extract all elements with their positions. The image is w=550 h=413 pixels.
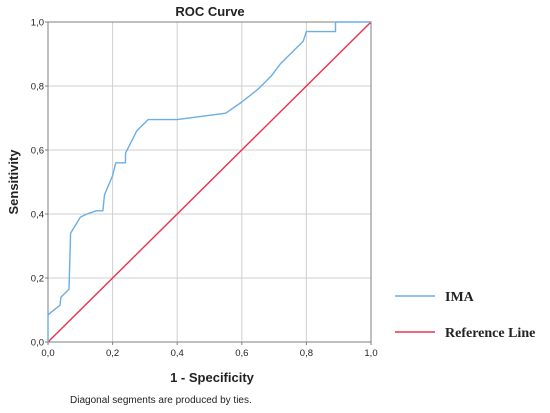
plot-frame — [47, 21, 372, 343]
y-tick-label: 0,8 — [31, 82, 44, 93]
chart-title: ROC Curve — [175, 4, 244, 19]
grid — [48, 22, 371, 342]
x-tick-label: 0,4 — [171, 348, 184, 359]
axis-ticks: 0,0 0,2 0,4 0,6 0,8 1,0 0,0 0,2 0,4 0,6 0,8 1,0 — [31, 18, 378, 360]
y-tick-label: 0,4 — [31, 210, 44, 221]
footnote: Diagonal segments are produced by ties. — [70, 395, 252, 406]
y-tick-label: 0,6 — [31, 146, 44, 157]
x-tick-label: 0,6 — [235, 348, 248, 359]
series-line-reference-line — [47, 21, 372, 343]
legend-label: IMA — [445, 290, 475, 305]
series-line-ima — [47, 21, 371, 342]
legend: IMA Reference Line — [395, 290, 535, 341]
y-tick-label: 0,0 — [31, 338, 44, 349]
y-tick-label: 0,2 — [31, 274, 44, 285]
x-tick-label: 0,8 — [300, 348, 313, 359]
y-tick-label: 1,0 — [31, 18, 44, 29]
y-axis-label: Sensitivity — [6, 149, 21, 215]
x-tick-label: 0,0 — [41, 348, 54, 359]
x-tick-label: 0,2 — [106, 348, 119, 359]
legend-label: Reference Line — [445, 326, 535, 341]
x-tick-label: 1,0 — [364, 348, 377, 359]
x-axis-label: 1 - Specificity — [170, 370, 255, 385]
series-lines — [47, 21, 372, 343]
